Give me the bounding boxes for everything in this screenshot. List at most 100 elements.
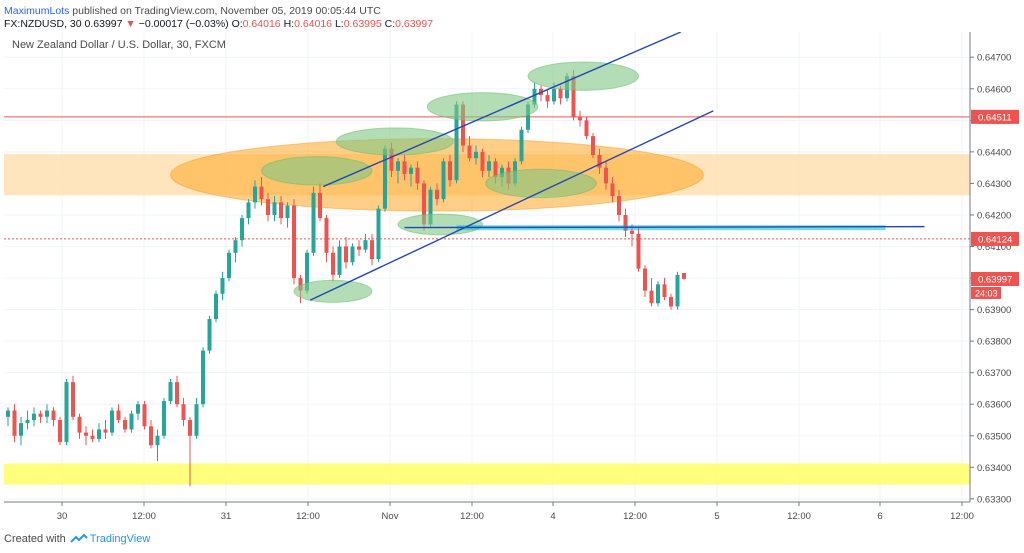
- candle-body: [467, 145, 472, 159]
- price-chart[interactable]: New Zealand Dollar / U.S. Dollar, 30, FX…: [4, 31, 1020, 526]
- low-value: 0.63995: [343, 18, 382, 30]
- candle-body: [279, 202, 283, 219]
- footer: Created with TradingView: [4, 533, 150, 545]
- x-tick-label: 31: [221, 511, 232, 522]
- candle-body: [571, 76, 576, 118]
- price-change: −0.00017 (−0.03%): [138, 18, 229, 30]
- candle-body: [266, 199, 270, 215]
- open-value: 0.64016: [242, 18, 281, 30]
- x-tick-label: 12:00: [950, 511, 974, 522]
- candle-body: [649, 290, 654, 304]
- x-tick-label: 12:00: [623, 511, 647, 522]
- high-label: H:: [283, 18, 295, 30]
- candle-body: [220, 278, 225, 294]
- author-link[interactable]: MaximumLots: [4, 5, 70, 17]
- candle-body: [532, 88, 537, 105]
- price-badge-label: 0.64511: [978, 112, 1012, 123]
- candle-body: [383, 148, 387, 209]
- publish-info: MaximumLots published on TradingView.com…: [4, 5, 381, 17]
- candle-body: [25, 419, 30, 424]
- y-tick-label: 0.64400: [977, 147, 1011, 158]
- countdown-badge: [971, 286, 1001, 299]
- countdown-label: 24:03: [975, 288, 998, 298]
- candle-body: [597, 155, 602, 168]
- candle-body: [415, 167, 420, 184]
- price-badge: [971, 109, 1019, 124]
- symbol-info: FX:NZDUSD, 30 0.63997 ▼ −0.00017 (−0.03%…: [4, 18, 433, 30]
- candle-body: [428, 189, 433, 225]
- y-tick-label: 0.64200: [977, 210, 1011, 221]
- candle-body: [480, 151, 485, 171]
- candle-body: [64, 382, 69, 443]
- candle-body: [604, 167, 608, 184]
- candle-body: [610, 183, 615, 197]
- candle-body: [526, 104, 530, 130]
- chart-title: New Zealand Dollar / U.S. Dollar, 30, FX…: [12, 39, 226, 51]
- high-value: 0.64016: [294, 18, 333, 30]
- x-tick-label: 4: [550, 511, 555, 522]
- candle-body: [77, 416, 82, 433]
- price-badge-label: 0.63997: [978, 274, 1012, 285]
- tradingview-brand[interactable]: TradingView: [89, 533, 151, 545]
- candle-body: [656, 284, 660, 304]
- candle-body: [357, 246, 361, 250]
- candle-body: [142, 404, 147, 427]
- close-label: C:: [384, 18, 396, 30]
- candle-body: [344, 246, 348, 263]
- candle-body: [311, 192, 316, 253]
- price-badge: [971, 231, 1019, 246]
- candle-body: [240, 218, 244, 241]
- close-value: 0.63997: [395, 18, 434, 30]
- candle-body: [58, 419, 62, 443]
- candle-body: [682, 272, 686, 279]
- x-tick-label: 12:00: [460, 511, 484, 522]
- zone-ellipse-green: [335, 127, 454, 156]
- candle-body: [45, 410, 49, 417]
- candle-body: [298, 278, 303, 291]
- candle-body: [253, 186, 257, 203]
- candle-body: [422, 183, 426, 225]
- chart-container[interactable]: New Zealand Dollar / U.S. Dollar, 30, FX…: [4, 31, 1020, 526]
- candle-body: [110, 410, 114, 433]
- candle-body: [337, 246, 342, 275]
- candle-body: [643, 268, 647, 291]
- y-tick-label: 0.63600: [977, 400, 1011, 411]
- candle-body: [214, 293, 218, 320]
- candle-body: [233, 240, 238, 253]
- candle-body: [149, 426, 153, 446]
- candle-body: [188, 419, 192, 436]
- low-label: L:: [334, 18, 344, 30]
- candle-body: [363, 240, 368, 250]
- candle-body: [552, 88, 556, 102]
- support-trend-line: [404, 225, 925, 229]
- candle-body: [370, 240, 374, 260]
- candle-body: [454, 104, 459, 181]
- candle-body: [461, 104, 465, 146]
- y-tick-label: 0.64700: [977, 53, 1011, 64]
- zone-ellipse-green: [293, 279, 373, 303]
- candle-body: [324, 218, 329, 253]
- candle-body: [168, 382, 173, 402]
- candle-body: [662, 284, 667, 297]
- candle-body: [71, 382, 75, 417]
- candle-body: [136, 404, 140, 414]
- x-tick-label: 12:00: [132, 511, 156, 522]
- open-label: O:: [231, 18, 243, 30]
- y-tick-label: 0.63900: [977, 305, 1011, 316]
- candle-body: [474, 151, 478, 159]
- candle-body: [435, 189, 439, 200]
- candle-body: [292, 205, 296, 279]
- candle-body: [675, 274, 680, 307]
- candle-body: [305, 252, 309, 291]
- candle-body: [584, 120, 589, 137]
- x-tick-label: 30: [57, 511, 68, 522]
- candle-body: [246, 202, 251, 219]
- x-tick-label: 5: [714, 511, 719, 522]
- candle-body: [175, 382, 179, 405]
- created-with-text: Created with: [4, 533, 66, 545]
- candle-body: [155, 435, 160, 446]
- zone-ellipse-green: [527, 61, 639, 91]
- candle-body: [318, 192, 322, 219]
- candle-body: [591, 136, 595, 156]
- y-tick-label: 0.63500: [977, 431, 1011, 442]
